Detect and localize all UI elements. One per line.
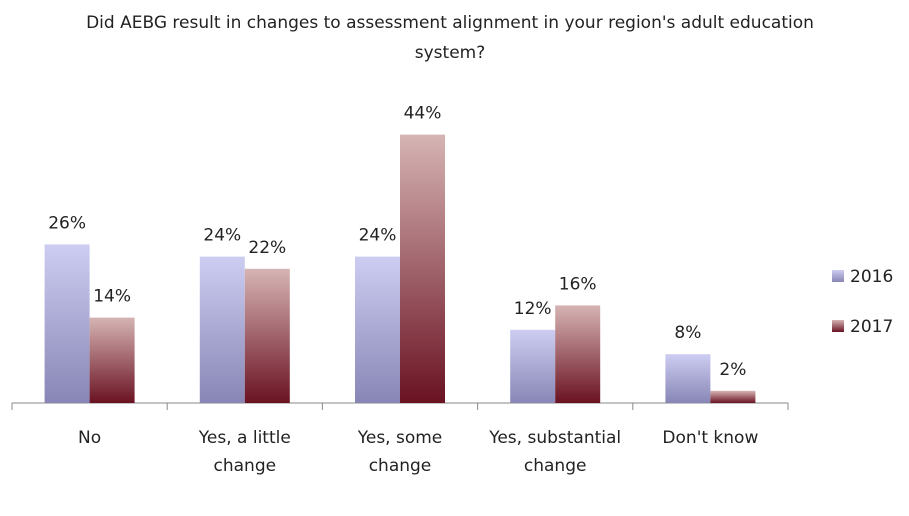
bar (400, 134, 445, 403)
bar (665, 354, 711, 403)
data-label: 12% (514, 299, 552, 319)
x-tick-label: Yes, a little change (198, 428, 291, 476)
bar (199, 256, 245, 403)
data-label: 16% (559, 274, 597, 294)
bar (710, 390, 756, 403)
data-label: 14% (93, 287, 131, 307)
data-label: 24% (359, 226, 397, 246)
data-label: 24% (203, 226, 241, 246)
x-tick-label: Yes, some change (357, 428, 443, 476)
bar (355, 256, 400, 403)
data-label: 8% (674, 323, 701, 343)
bar (44, 244, 90, 403)
data-label: 22% (248, 238, 286, 258)
legend-swatch (832, 270, 844, 282)
data-label: 44% (404, 104, 442, 124)
legend-label: 2017 (850, 317, 893, 337)
bar (244, 268, 290, 403)
bar (555, 305, 601, 403)
data-label: 26% (48, 213, 86, 233)
chart-title: Did AEBG result in changes to assessment… (86, 13, 814, 63)
x-tick-label: No (78, 428, 102, 448)
legend-label: 2016 (850, 267, 893, 287)
data-label: 2% (719, 360, 746, 380)
x-tick-label: Don't know (662, 428, 759, 448)
bar (510, 329, 556, 403)
legend-swatch (832, 320, 844, 332)
bar (89, 317, 135, 403)
x-tick-label: Yes, substantial change (489, 428, 622, 476)
